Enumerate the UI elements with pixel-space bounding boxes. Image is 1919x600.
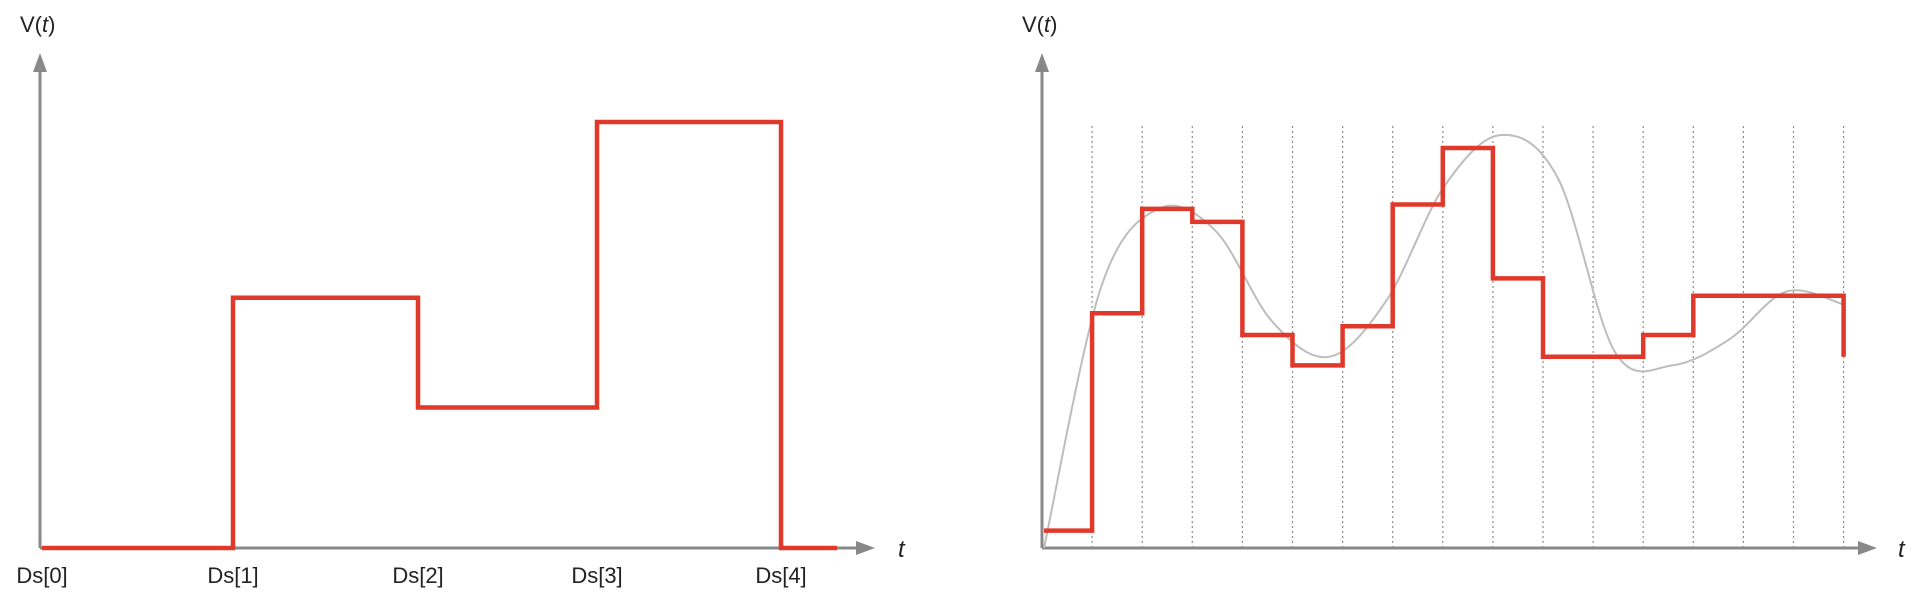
step-series-right xyxy=(1044,145,1846,533)
x-tick-labels-left: Ds[0] Ds[1] Ds[2] Ds[3] Ds[4] xyxy=(16,563,806,588)
chart-right: V(t) t xyxy=(1022,12,1906,563)
x-axis-label-left: t xyxy=(898,536,906,563)
x-axis-arrow-right xyxy=(1858,541,1877,555)
y-axis-label-right: V(t) xyxy=(1022,12,1057,37)
x-tick-label: Ds[1] xyxy=(207,563,258,588)
y-axis-arrow-left xyxy=(33,53,47,72)
smooth-signal-series xyxy=(1043,133,1844,549)
grid-lines-right xyxy=(1091,126,1845,548)
x-tick-label: Ds[2] xyxy=(392,563,443,588)
y-axis-label-left: V(t) xyxy=(20,12,55,37)
x-tick-label: Ds[3] xyxy=(571,563,622,588)
x-tick-label: Ds[0] xyxy=(16,563,67,588)
y-axis-arrow-right xyxy=(1035,53,1049,72)
x-axis-label-right: t xyxy=(1898,536,1906,563)
step-series-left xyxy=(42,119,837,551)
x-axis-arrow-left xyxy=(856,541,875,555)
chart-left: V(t) t Ds[0] Ds[1] Ds[2] Ds[3] Ds[4] xyxy=(16,12,906,588)
x-tick-label: Ds[4] xyxy=(755,563,806,588)
